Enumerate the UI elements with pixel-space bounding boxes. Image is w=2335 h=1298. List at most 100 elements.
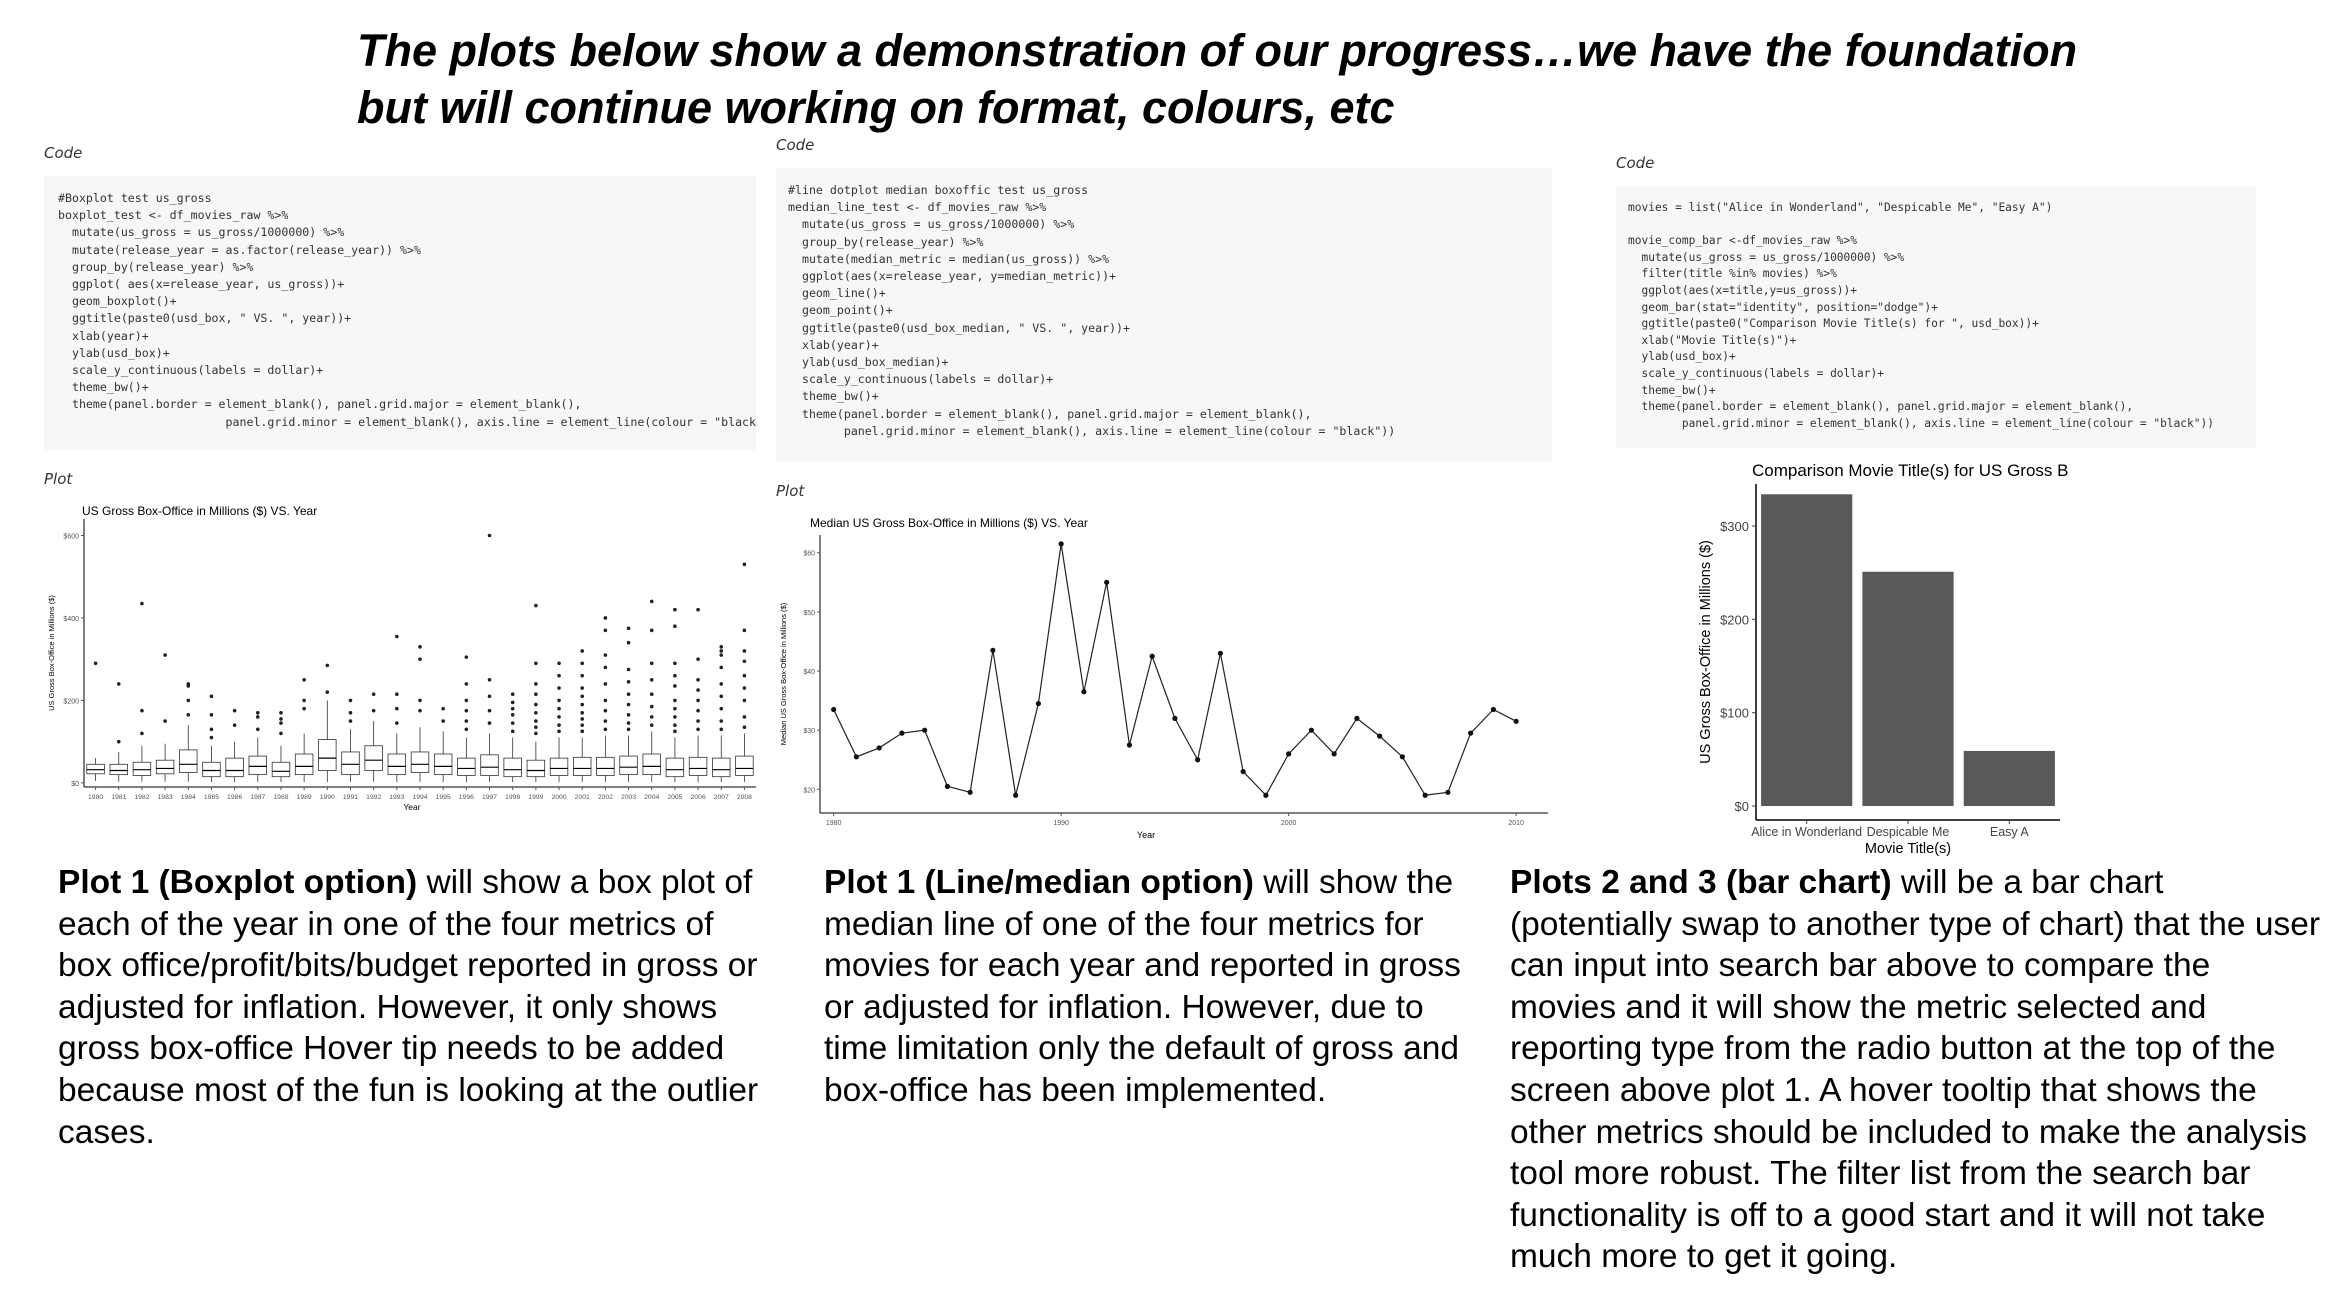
- box-outlier: [325, 663, 330, 668]
- x-tick-label: 1987: [250, 794, 265, 801]
- box-outlier: [487, 694, 492, 699]
- description-boxplot-text: will show a box plot of each of the year…: [58, 864, 759, 1151]
- code-line: ylab(usd_box_median)+: [788, 355, 949, 370]
- y-tick-label: $50: [803, 610, 815, 617]
- box-outlier: [742, 715, 747, 719]
- box-outlier: [696, 678, 700, 682]
- y-tick-label: $300: [1720, 519, 1749, 534]
- box-outlier: [719, 682, 724, 686]
- x-axis-label: Year: [1137, 830, 1155, 840]
- box-outlier: [186, 698, 191, 703]
- description-median-line-heading: Plot 1 (Line/median option): [824, 864, 1254, 901]
- box-outlier: [696, 719, 700, 723]
- median-point: [1331, 751, 1337, 757]
- median-point: [1035, 700, 1041, 707]
- box-outlier: [186, 682, 191, 686]
- description-median-line-text: will show the median line of one of the …: [824, 864, 1461, 1109]
- median-point: [1422, 792, 1428, 798]
- code-line: theme_bw()+: [58, 380, 149, 395]
- box-outlier: [742, 659, 747, 664]
- x-tick-label: 1998: [505, 794, 520, 801]
- slide-title: The plots below show a demonstration of …: [357, 22, 2157, 136]
- code-line: boxplot_test <- df_movies_raw %>%: [58, 208, 289, 223]
- box-outlier: [116, 739, 121, 744]
- x-tick-label: Alice in Wonderland: [1751, 825, 1862, 839]
- box-outlier: [673, 673, 677, 678]
- code-line: ylab(usd_box)+: [1628, 350, 1736, 364]
- y-axis-label: Median US Gross Box-Office in Millions (…: [779, 602, 788, 745]
- code-line: ylab(usd_box)+: [58, 345, 170, 360]
- chart-title: Comparison Movie Title(s) for US Gross B: [1752, 461, 2068, 480]
- code-block-median-line: #line dotplot median boxoffic test us_gr…: [776, 168, 1552, 462]
- box-outlier: [673, 624, 677, 628]
- box-outlier: [626, 680, 631, 684]
- box-outlier: [557, 723, 561, 727]
- box-outlier: [580, 710, 585, 715]
- box-outlier: [603, 719, 608, 723]
- y-tick-label: $30: [803, 728, 815, 735]
- y-tick-label: $0: [71, 781, 79, 788]
- box-outlier: [580, 673, 585, 678]
- median-point: [1104, 579, 1110, 585]
- description-bar: Plots 2 and 3 (bar chart) will be a bar …: [1510, 862, 2322, 1278]
- box-outlier: [534, 682, 538, 686]
- code-line: scale_y_continuous(labels = dollar)+: [788, 372, 1054, 387]
- x-tick-label: 1988: [273, 794, 288, 801]
- box-outlier: [395, 692, 399, 697]
- box-outlier: [719, 694, 724, 699]
- x-tick-label: Easy A: [1990, 825, 2030, 839]
- code-line: geom_line()+: [788, 286, 886, 301]
- box-outlier: [742, 562, 747, 567]
- box-outlier: [742, 673, 747, 678]
- box-outlier: [626, 713, 631, 717]
- x-tick-label: 1995: [436, 794, 451, 801]
- chart-title: Median US Gross Box-Office in Millions (…: [810, 516, 1088, 530]
- box-outlier: [719, 719, 724, 723]
- x-tick-label: 2010: [1508, 820, 1524, 827]
- box-outlier: [719, 645, 724, 649]
- box: [573, 756, 592, 776]
- x-tick-label: 1986: [227, 794, 242, 801]
- median-point: [1013, 792, 1019, 798]
- box-outlier: [696, 708, 700, 713]
- box-outlier: [557, 706, 561, 711]
- box-outlier: [140, 708, 144, 713]
- box-outlier: [557, 715, 561, 719]
- box-outlier: [580, 661, 585, 666]
- box-outlier: [719, 727, 724, 732]
- median-point: [1354, 715, 1360, 721]
- x-tick-label: 2003: [621, 794, 636, 801]
- x-tick-label: 1994: [412, 794, 427, 801]
- code-block-bar: movies = list("Alice in Wonderland", "De…: [1616, 186, 2256, 448]
- box-outlier: [534, 603, 538, 608]
- box: [665, 757, 685, 778]
- code-line: ggtitle(paste0(usd_box_median, " VS. ", …: [788, 320, 1131, 335]
- x-tick-label: 2001: [575, 794, 590, 801]
- code-line: movies = list("Alice in Wonderland", "De…: [1628, 201, 2053, 214]
- box-outlier: [464, 698, 469, 703]
- x-axis-label: Movie Title(s): [1865, 841, 1951, 857]
- code-line: geom_bar(stat="identity", position="dodg…: [1628, 300, 1938, 314]
- box: [480, 754, 499, 776]
- box-outlier: [487, 533, 492, 538]
- box: [271, 761, 291, 778]
- box-outlier: [464, 719, 469, 723]
- median-point: [1445, 789, 1451, 795]
- code-line: panel.grid.minor = element_blank(), axis…: [1628, 416, 2214, 430]
- x-tick-label: 1983: [158, 794, 173, 801]
- box-outlier: [348, 719, 353, 723]
- code-line: theme_bw()+: [788, 389, 879, 404]
- x-tick-label: 1996: [459, 794, 474, 801]
- box-outlier: [418, 645, 422, 649]
- box: [549, 757, 569, 776]
- box-outlier: [534, 661, 538, 666]
- y-tick-label: $600: [63, 533, 79, 540]
- box-outlier: [371, 708, 376, 713]
- box-outlier: [603, 698, 608, 703]
- box-outlier: [580, 723, 585, 727]
- box-outlier: [487, 721, 492, 725]
- median-point: [967, 789, 973, 795]
- box-outlier: [603, 616, 608, 620]
- box-outlier: [325, 690, 330, 694]
- box-outlier: [673, 607, 677, 612]
